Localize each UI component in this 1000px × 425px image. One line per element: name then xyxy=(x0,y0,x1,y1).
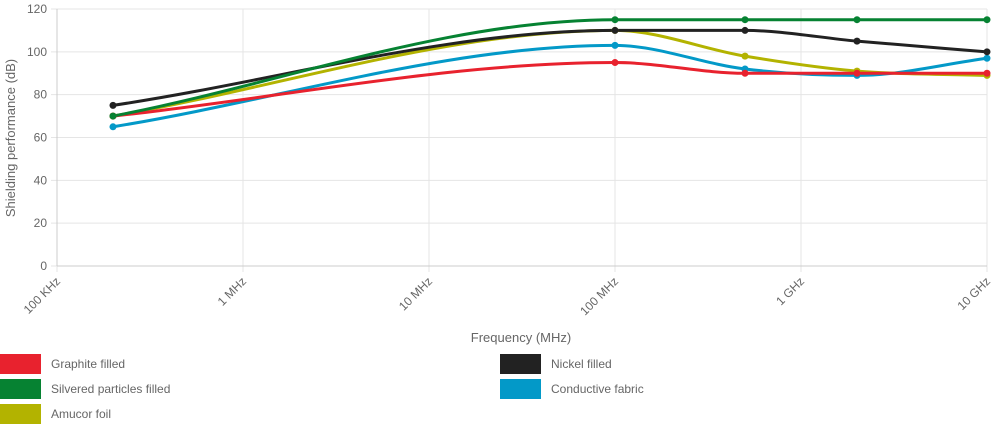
legend: Graphite filled Nickel filled Silvered p… xyxy=(0,350,1000,425)
legend-label: Conductive fabric xyxy=(551,382,644,396)
data-point-conductive-fabric xyxy=(611,41,619,49)
data-point-graphite-filled xyxy=(611,59,619,67)
legend-swatch xyxy=(0,404,41,424)
y-axis-title: Shielding performance (dB) xyxy=(3,59,18,217)
series-lines xyxy=(112,18,988,129)
data-point-graphite-filled xyxy=(741,69,749,77)
legend-swatch xyxy=(500,379,541,399)
data-point-conductive-fabric xyxy=(983,54,991,62)
chart-canvas: 0 20 40 60 80 100 120 100 KHz 1 MHz 10 MHz 100 MHz… xyxy=(3,2,993,345)
axes: 0 20 40 60 80 100 120 100 KHz 1 MHz 10 MHz 100 MHz… xyxy=(21,2,993,318)
data-point-silvered-particles-filled xyxy=(983,16,991,24)
x-tick-label: 100 KHz xyxy=(21,274,63,316)
data-point-nickel-filled xyxy=(109,101,117,109)
legend-swatch xyxy=(0,354,41,374)
legend-label: Amucor foil xyxy=(51,407,112,421)
legend-item-amucor-foil[interactable]: Amucor foil xyxy=(0,403,111,425)
data-point-nickel-filled xyxy=(853,37,861,45)
legend-swatch xyxy=(0,379,41,399)
x-tick-label: 1 MHz xyxy=(215,274,249,308)
data-point-nickel-filled xyxy=(983,48,991,56)
x-tick-label: 10 GHz xyxy=(954,274,993,313)
x-axis-title: Frequency (MHz) xyxy=(471,330,571,345)
y-tick-label: 60 xyxy=(34,131,48,145)
data-point-silvered-particles-filled xyxy=(741,16,749,24)
data-point-graphite-filled xyxy=(983,69,991,77)
y-tick-label: 40 xyxy=(34,173,48,187)
data-point-nickel-filled xyxy=(741,26,749,34)
x-tick-label: 1 GHz xyxy=(773,274,807,308)
legend-label: Graphite filled xyxy=(51,357,126,371)
series-line-silvered-particles-filled xyxy=(112,18,987,118)
legend-item-silvered-particles-filled[interactable]: Silvered particles filled xyxy=(0,378,170,400)
legend-swatch xyxy=(500,354,541,374)
legend-label: Silvered particles filled xyxy=(51,382,171,396)
data-point-amucor-foil xyxy=(741,52,749,60)
y-tick-label: 120 xyxy=(27,2,47,16)
data-point-silvered-particles-filled xyxy=(109,112,117,120)
x-tick-label: 100 MHz xyxy=(577,274,621,318)
legend-item-conductive-fabric[interactable]: Conductive fabric xyxy=(500,378,644,400)
series-points xyxy=(109,16,991,131)
y-tick-label: 80 xyxy=(34,88,48,102)
y-tick-label: 0 xyxy=(40,259,47,273)
legend-label: Nickel filled xyxy=(551,357,612,371)
x-tick-label: 10 MHz xyxy=(396,274,435,313)
legend-item-graphite-filled[interactable]: Graphite filled xyxy=(0,353,125,375)
data-point-silvered-particles-filled xyxy=(853,16,861,24)
data-point-graphite-filled xyxy=(853,69,861,77)
data-point-conductive-fabric xyxy=(109,123,117,131)
y-tick-label: 100 xyxy=(27,45,47,59)
legend-item-nickel-filled[interactable]: Nickel filled xyxy=(500,353,612,375)
y-tick-label: 20 xyxy=(34,216,48,230)
data-point-nickel-filled xyxy=(611,26,619,34)
series-line-graphite-filled xyxy=(112,61,987,118)
grid xyxy=(51,8,988,272)
data-point-silvered-particles-filled xyxy=(611,16,619,24)
